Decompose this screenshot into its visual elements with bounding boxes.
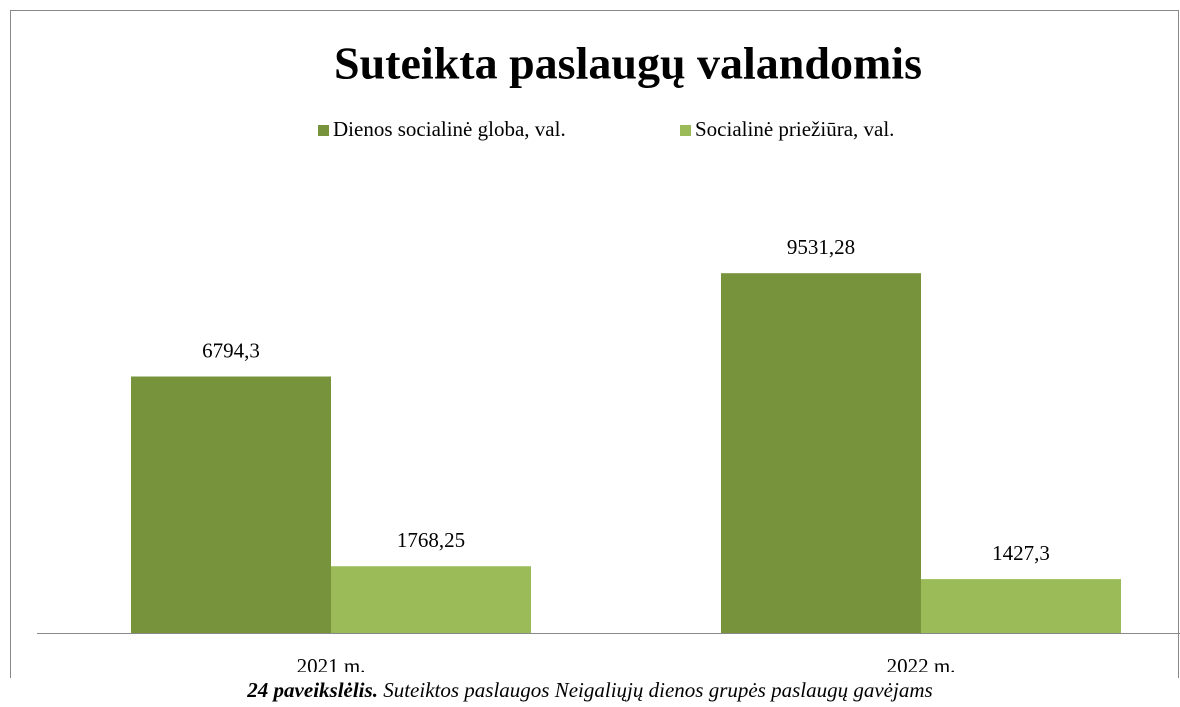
caption-number: 24 paveikslėlis. (247, 678, 378, 702)
legend-label: Dienos socialinė globa, val. (333, 117, 566, 141)
value-label: 1427,3 (992, 541, 1050, 565)
chart-border (10, 10, 1179, 678)
value-label: 9531,28 (787, 235, 855, 259)
chart: Suteikta paslaugų valandomis Dienos soci… (10, 10, 1180, 678)
legend-swatch (680, 125, 691, 136)
bar (331, 566, 531, 633)
legend-label: Socialinė priežiūra, val. (695, 117, 894, 141)
x-tick-label: 2022 m. (887, 654, 956, 678)
caption: 24 paveikslėlis. Suteiktos paslaugos Nei… (0, 678, 1180, 703)
chart-title: Suteikta paslaugų valandomis (334, 38, 922, 89)
caption-text: Suteiktos paslaugos Neigaliųjų dienos gr… (383, 678, 933, 702)
bar (131, 376, 331, 633)
bar (921, 579, 1121, 633)
legend-swatch (318, 125, 329, 136)
bar (721, 273, 921, 633)
value-label: 1768,25 (397, 528, 465, 552)
x-tick-label: 2021 m. (297, 654, 366, 678)
value-label: 6794,3 (202, 338, 260, 362)
